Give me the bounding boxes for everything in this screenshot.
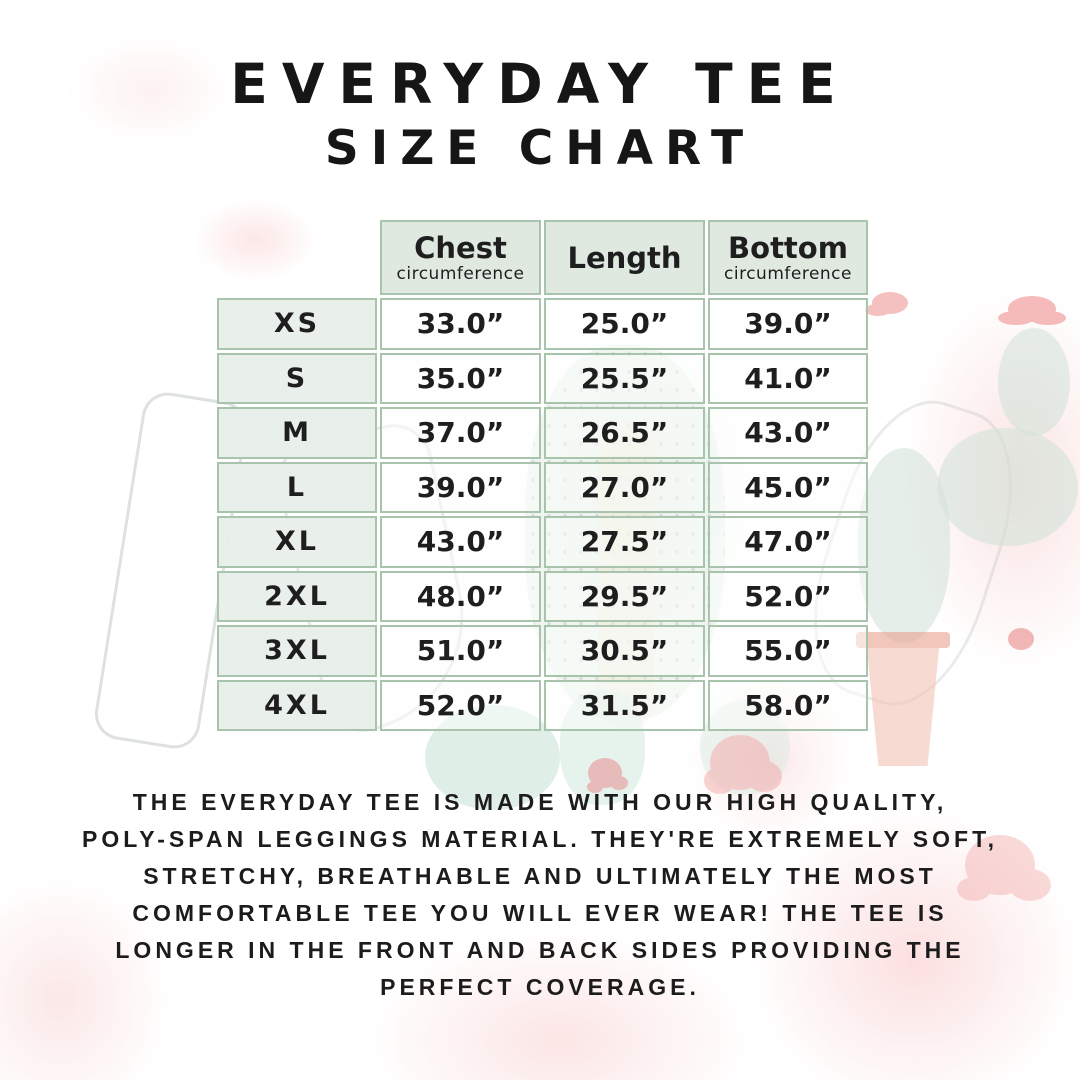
title-block: EVERYDAY TEE SIZE CHART xyxy=(0,48,1080,178)
column-header-bottom: Bottom circumference xyxy=(708,220,868,295)
chest-value: 33.0” xyxy=(380,298,541,350)
red-flower-watermark xyxy=(1008,628,1034,650)
description-line: POLY-SPAN LEGGINGS MATERIAL. THEY'RE EXT… xyxy=(82,826,998,852)
description-line: PERFECT COVERAGE. xyxy=(380,974,700,1000)
description-line: STRETCHY, BREATHABLE AND ULTIMATELY THE … xyxy=(143,863,937,889)
description-line: LONGER IN THE FRONT AND BACK SIDES PROVI… xyxy=(115,937,965,963)
length-value: 26.5” xyxy=(544,407,705,459)
table-corner-spacer xyxy=(217,220,377,295)
chest-value: 43.0” xyxy=(380,516,541,568)
size-label-3xl: 3XL xyxy=(217,625,377,677)
chest-value: 37.0” xyxy=(380,407,541,459)
pink-flower-watermark xyxy=(872,292,908,314)
size-label-xs: XS xyxy=(217,298,377,350)
column-header-label: Length xyxy=(567,240,682,275)
chest-value: 51.0” xyxy=(380,625,541,677)
cactus-pad-watermark xyxy=(858,448,950,643)
bottom-value: 43.0” xyxy=(708,407,868,459)
column-header-label: Chest xyxy=(414,230,507,265)
length-value: 25.5” xyxy=(544,352,705,404)
red-flower-watermark xyxy=(588,758,622,788)
bottom-value: 47.0” xyxy=(708,516,868,568)
product-title: EVERYDAY TEE xyxy=(230,52,850,116)
red-flower-watermark xyxy=(965,835,1035,895)
size-label-4xl: 4XL xyxy=(217,679,377,731)
bottom-value: 58.0” xyxy=(708,679,868,731)
pink-flower-watermark xyxy=(1008,296,1056,322)
bottom-value: 45.0” xyxy=(708,461,868,513)
size-label-l: L xyxy=(217,461,377,513)
cactus-pad-watermark xyxy=(998,328,1070,436)
length-value: 29.5” xyxy=(544,570,705,622)
length-value: 27.5” xyxy=(544,516,705,568)
bottom-value: 41.0” xyxy=(708,352,868,404)
column-header-chest: Chest circumference xyxy=(380,220,541,295)
description-line: THE EVERYDAY TEE IS MADE WITH OUR HIGH Q… xyxy=(132,789,948,815)
red-flower-watermark xyxy=(710,735,770,790)
size-table: Chest circumference Length Bottom circumfere… xyxy=(217,220,868,731)
bottom-value: 55.0” xyxy=(708,625,868,677)
size-label-s: S xyxy=(217,352,377,404)
size-label-xl: XL xyxy=(217,516,377,568)
cactus-pad-watermark xyxy=(938,428,1078,546)
product-description: THE EVERYDAY TEE IS MADE WITH OUR HIGH Q… xyxy=(0,784,1080,1006)
size-label-m: M xyxy=(217,407,377,459)
flower-pot-rim-watermark xyxy=(856,632,950,648)
chest-value: 48.0” xyxy=(380,570,541,622)
flower-pot-watermark xyxy=(866,648,940,766)
bottom-value: 52.0” xyxy=(708,570,868,622)
chest-value: 35.0” xyxy=(380,352,541,404)
column-header-sublabel: circumference xyxy=(396,263,525,284)
length-value: 25.0” xyxy=(544,298,705,350)
column-header-length: Length xyxy=(544,220,705,295)
chest-value: 39.0” xyxy=(380,461,541,513)
description-line: COMFORTABLE TEE YOU WILL EVER WEAR! THE … xyxy=(132,900,948,926)
length-value: 27.0” xyxy=(544,461,705,513)
column-header-label: Bottom xyxy=(728,230,848,265)
length-value: 30.5” xyxy=(544,625,705,677)
length-value: 31.5” xyxy=(544,679,705,731)
chest-value: 52.0” xyxy=(380,679,541,731)
size-label-2xl: 2XL xyxy=(217,570,377,622)
chart-subtitle: SIZE CHART xyxy=(324,121,756,176)
column-header-sublabel: circumference xyxy=(724,263,852,284)
bottom-value: 39.0” xyxy=(708,298,868,350)
